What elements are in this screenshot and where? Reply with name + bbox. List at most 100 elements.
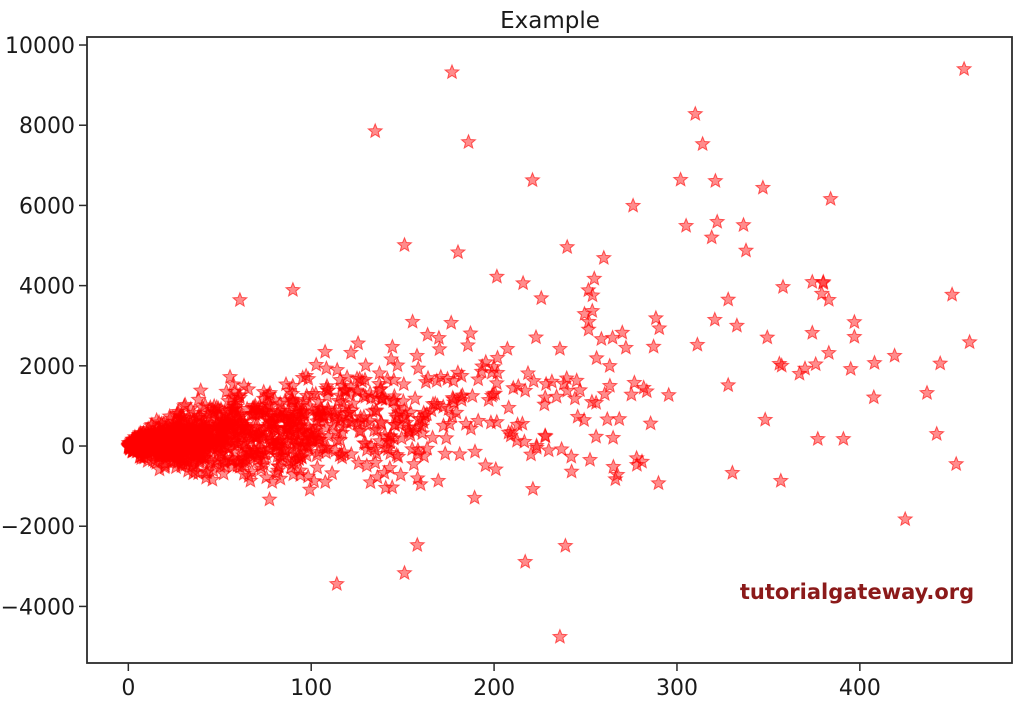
scatter-point <box>410 360 426 375</box>
scatter-point <box>948 456 964 471</box>
scatter-point <box>533 290 549 305</box>
scatter-point <box>897 511 913 526</box>
scatter-point <box>866 389 882 404</box>
scatter-point <box>489 268 505 284</box>
y-tick-label: 10000 <box>5 34 75 59</box>
scatter-point <box>452 446 468 461</box>
scatter-point <box>625 198 641 213</box>
scatter-point <box>409 537 425 552</box>
x-tick-label: 0 <box>121 676 135 701</box>
scatter-point <box>689 337 705 352</box>
scatter-point <box>810 431 826 446</box>
scatter-point <box>661 387 677 402</box>
scatter-point <box>557 538 573 553</box>
scatter-point <box>405 314 421 329</box>
scatter-point <box>646 338 662 354</box>
scatter-point <box>823 191 839 206</box>
scatter-point <box>393 467 409 482</box>
scatter-point <box>358 357 374 372</box>
scatter-point <box>929 426 945 441</box>
scatter-point <box>409 348 425 363</box>
scatter-point <box>835 431 851 446</box>
scatter-point <box>586 270 602 286</box>
x-tick-label: 300 <box>656 676 698 701</box>
scatter-point <box>687 106 703 121</box>
scatter-point <box>437 445 453 461</box>
scatter-point <box>467 490 483 505</box>
scatter-point <box>707 173 723 188</box>
y-tick-label: −2000 <box>1 515 75 540</box>
scatter-point <box>554 441 570 456</box>
scatter-point <box>605 430 621 445</box>
scatter-point <box>463 325 478 340</box>
scatter-point <box>232 292 248 307</box>
y-tick-label: 6000 <box>19 194 75 219</box>
scatter-point <box>461 134 476 149</box>
scatter-point <box>536 396 552 411</box>
scatter-point <box>755 180 771 195</box>
scatter-point <box>517 554 533 569</box>
scatter-point <box>420 327 436 342</box>
scatter-point <box>720 291 736 307</box>
scatter-point <box>602 358 618 373</box>
scatter-point <box>736 217 751 232</box>
scatter-point <box>460 337 476 352</box>
scatter-point <box>757 412 773 427</box>
scatter-point <box>593 331 609 346</box>
scatter-point <box>564 463 580 479</box>
scatter-point <box>707 312 723 327</box>
scatter-point <box>478 457 493 472</box>
y-axis-ticks: −4000 −2000 0 2000 4000 6000 8000 10000 <box>1 34 87 620</box>
scatter-point <box>678 218 694 233</box>
scatter-point <box>695 136 711 151</box>
scatter-point <box>444 64 460 79</box>
scatter-point <box>720 377 736 392</box>
scatter-point <box>515 275 531 290</box>
scatter-point <box>846 314 862 329</box>
scatter-point <box>643 415 659 430</box>
x-tick-label: 200 <box>473 676 515 701</box>
scatter-point <box>887 348 903 363</box>
scatter-point <box>962 334 978 349</box>
scatter-point <box>501 400 517 415</box>
scatter-point <box>599 411 615 426</box>
scatter-point <box>618 340 634 355</box>
scatter-point <box>919 385 935 400</box>
y-tick-label: 4000 <box>19 275 75 300</box>
scatter-point <box>559 239 575 254</box>
scatter-point <box>804 274 820 289</box>
plot-border <box>86 36 1013 664</box>
scatter-point <box>450 244 466 259</box>
scatter-point <box>738 242 754 258</box>
scatter-point <box>956 61 972 76</box>
scatter-point <box>821 345 837 360</box>
scatter-point <box>588 428 604 444</box>
scatter-point <box>569 372 585 388</box>
scatter-point <box>438 430 454 445</box>
scatter-point <box>651 475 666 490</box>
scatter-point <box>552 341 568 356</box>
y-tick-label: 8000 <box>19 114 75 139</box>
scatter-point <box>430 473 446 488</box>
scatter-point <box>804 325 820 340</box>
scatter-point <box>309 459 325 475</box>
scatter-point <box>552 629 568 644</box>
scatter-point <box>729 317 745 333</box>
scatter-point <box>308 357 324 372</box>
x-tick-label: 100 <box>290 676 332 701</box>
scatter-point <box>709 214 725 229</box>
scatter-point <box>808 356 824 371</box>
scatter-point <box>397 237 412 252</box>
scatter-point <box>324 465 340 480</box>
scatter-point <box>193 382 209 397</box>
scatter-point <box>944 286 960 302</box>
scatter-point <box>464 388 480 403</box>
scatter-point <box>724 465 740 480</box>
scatter-point <box>443 315 459 330</box>
scatter-point <box>525 481 541 496</box>
scatter-point <box>846 329 862 344</box>
scatter-point <box>623 386 639 402</box>
scatter-point <box>499 341 515 356</box>
